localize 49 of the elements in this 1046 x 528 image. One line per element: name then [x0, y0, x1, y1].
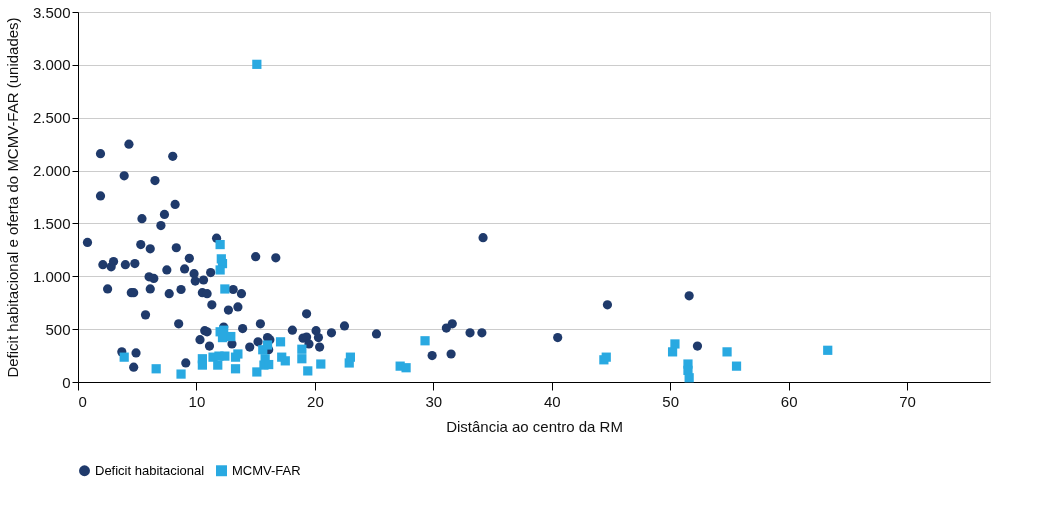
x-tick-label: 40: [543, 392, 561, 410]
point: [220, 284, 230, 294]
x-tick-label: 10: [188, 392, 206, 410]
point: [684, 373, 694, 383]
point: [119, 352, 129, 362]
point: [297, 344, 307, 354]
point: [722, 347, 732, 357]
x-axis-title: Distância ao centro da RM: [446, 417, 623, 435]
point: [252, 59, 262, 69]
point: [731, 361, 742, 371]
point: [670, 339, 680, 349]
point: [176, 369, 186, 379]
y-tick-label: 0: [62, 373, 71, 391]
point: [823, 345, 833, 355]
point: [303, 366, 313, 376]
point: [226, 331, 236, 342]
point: [220, 351, 230, 361]
point: [197, 360, 207, 370]
point: [213, 360, 223, 370]
point: [316, 359, 326, 369]
y-axis-title: Deficit habitacional e oferta do MCMV-FAR (unidades): [3, 17, 21, 378]
y-tick-label: 1.000: [32, 267, 71, 285]
point: [264, 359, 274, 370]
legend-label: Deficit habitacional: [95, 462, 205, 478]
point: [215, 239, 225, 250]
point: [262, 340, 273, 350]
x-tick-label: 0: [78, 392, 87, 410]
point: [280, 356, 290, 366]
point: [230, 364, 241, 374]
point: [252, 367, 262, 377]
point: [215, 265, 225, 275]
x-tick-label: 70: [899, 392, 916, 410]
x-tick-label: 60: [780, 392, 798, 410]
x-tick-label: 50: [662, 392, 680, 410]
x-tick-label: 20: [307, 392, 324, 410]
legend-label: MCMV-FAR: [232, 462, 301, 478]
y-tick-label: 3.000: [32, 56, 71, 74]
x-tick-label: 30: [425, 392, 443, 410]
y-tick-label: 2.500: [32, 109, 71, 127]
point: [345, 352, 356, 362]
point: [401, 363, 411, 373]
y-tick-label: 3.500: [32, 3, 71, 21]
y-tick-label: 2.000: [32, 162, 71, 180]
point: [420, 336, 430, 346]
point: [297, 354, 307, 364]
point: [275, 337, 286, 347]
y-tick-label: 500: [45, 320, 71, 338]
point: [151, 364, 161, 374]
y-tick-label: 1.500: [32, 214, 71, 232]
